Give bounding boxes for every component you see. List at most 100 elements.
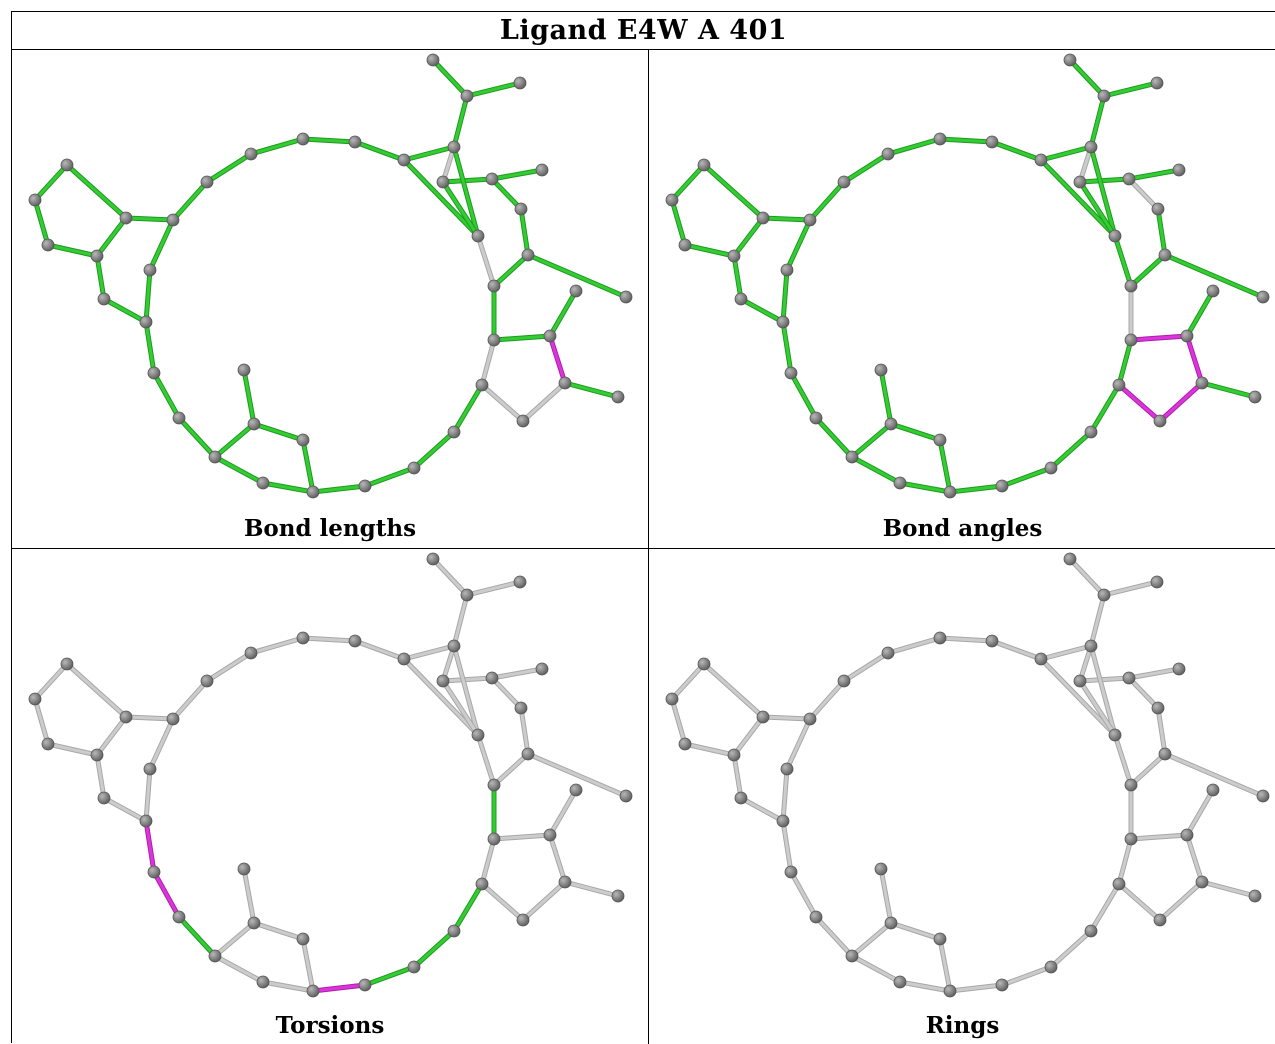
atom bbox=[296, 433, 310, 447]
atom bbox=[358, 479, 372, 493]
bond bbox=[144, 320, 156, 375]
atom bbox=[447, 140, 461, 154]
atom bbox=[143, 263, 157, 277]
bond bbox=[886, 636, 942, 655]
atom bbox=[1248, 889, 1262, 903]
atom bbox=[90, 249, 104, 263]
atom bbox=[1084, 924, 1098, 938]
atom bbox=[809, 910, 823, 924]
bond bbox=[402, 644, 456, 661]
bond bbox=[252, 921, 305, 941]
atom bbox=[1112, 877, 1126, 891]
atom bbox=[97, 791, 111, 805]
bond bbox=[739, 297, 785, 324]
bond bbox=[465, 81, 522, 98]
atom bbox=[569, 284, 583, 298]
ligand-title: Ligand E4W A 401 bbox=[12, 12, 1275, 50]
rings-caption: Rings bbox=[925, 1012, 1000, 1039]
bond-angles-caption: Bond angles bbox=[882, 515, 1043, 542]
bond bbox=[1158, 880, 1204, 922]
bond bbox=[1089, 882, 1121, 933]
bond bbox=[850, 422, 893, 459]
atom bbox=[348, 135, 362, 149]
bond bbox=[808, 679, 846, 721]
bond bbox=[46, 243, 99, 258]
bond bbox=[490, 667, 544, 680]
atom bbox=[460, 89, 474, 103]
bond bbox=[702, 662, 765, 719]
bond bbox=[249, 137, 305, 156]
atom bbox=[119, 710, 133, 724]
atom bbox=[147, 366, 161, 380]
bond bbox=[441, 180, 480, 238]
bond bbox=[670, 198, 687, 247]
bond bbox=[177, 416, 217, 459]
bond bbox=[1078, 180, 1117, 238]
atom bbox=[436, 674, 450, 688]
atom bbox=[166, 712, 180, 726]
bond bbox=[65, 163, 128, 220]
atom bbox=[1150, 575, 1164, 589]
bond bbox=[781, 767, 789, 823]
bond bbox=[732, 715, 765, 757]
bond bbox=[205, 651, 253, 683]
bond bbox=[249, 636, 305, 655]
bond bbox=[1117, 837, 1133, 886]
atom bbox=[306, 984, 320, 998]
atom bbox=[1073, 175, 1087, 189]
atom bbox=[172, 910, 186, 924]
atom bbox=[1108, 229, 1122, 243]
bond bbox=[1127, 676, 1160, 710]
bond bbox=[898, 481, 952, 494]
atom bbox=[1195, 376, 1209, 390]
bond bbox=[452, 94, 469, 149]
bond bbox=[1039, 657, 1117, 737]
bond bbox=[152, 870, 181, 919]
bond bbox=[144, 767, 152, 823]
atom bbox=[426, 53, 440, 67]
bond bbox=[1129, 833, 1189, 841]
bond bbox=[1127, 177, 1160, 211]
bond-angles-molecule bbox=[665, 53, 1270, 499]
bond bbox=[1156, 706, 1167, 756]
atom bbox=[845, 949, 859, 963]
atom bbox=[697, 158, 711, 172]
bond bbox=[732, 216, 765, 258]
atom bbox=[734, 292, 748, 306]
bond-lengths-molecule bbox=[28, 53, 633, 499]
bond bbox=[213, 422, 256, 459]
atom bbox=[1150, 76, 1164, 90]
bond bbox=[732, 753, 743, 800]
bond bbox=[33, 662, 69, 701]
atom bbox=[1158, 248, 1172, 262]
atom bbox=[619, 789, 633, 803]
atom bbox=[208, 949, 222, 963]
bond bbox=[465, 580, 522, 597]
bond bbox=[452, 593, 469, 648]
bond bbox=[1127, 667, 1181, 680]
bond bbox=[148, 717, 175, 771]
bond-lengths-caption: Bond lengths bbox=[243, 515, 417, 542]
bond bbox=[301, 636, 357, 643]
bond bbox=[363, 466, 416, 488]
bond bbox=[402, 145, 456, 162]
bond bbox=[548, 334, 567, 385]
bond bbox=[548, 289, 578, 338]
bond bbox=[1117, 882, 1162, 922]
bond-angles-panel: Bond angles bbox=[649, 50, 1275, 549]
atom bbox=[543, 828, 557, 842]
bond-lengths-panel: Bond lengths bbox=[12, 50, 649, 549]
atom bbox=[784, 366, 798, 380]
bonds-layer bbox=[32, 57, 629, 495]
bond bbox=[46, 742, 99, 757]
atom bbox=[521, 248, 535, 262]
bond bbox=[850, 921, 893, 958]
atom bbox=[487, 333, 501, 347]
bond bbox=[1185, 289, 1215, 338]
torsions-molecule bbox=[28, 552, 633, 998]
atom bbox=[985, 634, 999, 648]
bond bbox=[402, 657, 480, 737]
atom bbox=[485, 172, 499, 186]
rings-panel: Rings bbox=[649, 549, 1275, 1044]
bond bbox=[492, 752, 530, 787]
